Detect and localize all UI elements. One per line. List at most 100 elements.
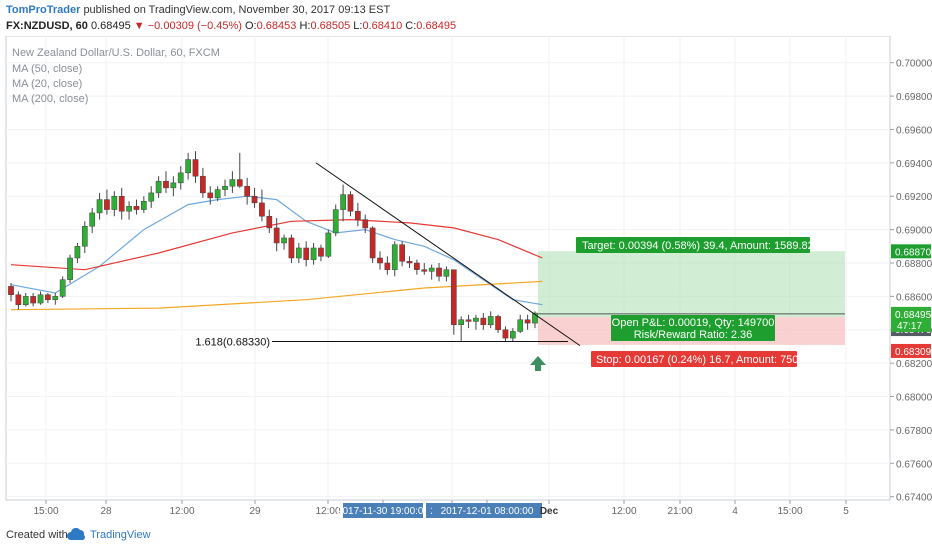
stop-price-tag-text: 0.68309 bbox=[895, 347, 932, 358]
candle-body bbox=[502, 329, 509, 339]
candle-body bbox=[177, 172, 184, 184]
target-price-tag-text: 0.68870 bbox=[895, 247, 932, 258]
candle-body bbox=[362, 219, 369, 229]
legend-title: New Zealand Dollar/U.S. Dollar, 60, FXCM bbox=[12, 47, 220, 59]
candle-body bbox=[52, 296, 59, 300]
open-value: 0.68453 bbox=[256, 20, 297, 32]
candle-body bbox=[89, 212, 96, 227]
candle-body bbox=[140, 200, 147, 210]
candle-body bbox=[170, 182, 177, 189]
tradingview-brand[interactable]: TradingView bbox=[90, 529, 151, 541]
low-label: L: bbox=[353, 20, 363, 32]
candle-body bbox=[185, 159, 191, 174]
target-label-box bbox=[576, 237, 810, 253]
candle-body bbox=[45, 294, 51, 300]
candle-body bbox=[465, 319, 472, 322]
price-tick-label: 0.68600 bbox=[896, 292, 932, 303]
author-link[interactable]: TomProTrader bbox=[6, 4, 81, 16]
candle-body bbox=[200, 175, 206, 194]
time-tick-label: 2017-12-01 08:00:00 bbox=[441, 506, 534, 517]
candle-body bbox=[273, 227, 280, 244]
price-tick-label: 0.68800 bbox=[896, 259, 932, 270]
price-tick-label: 0.69400 bbox=[896, 159, 932, 170]
close-label: C: bbox=[405, 20, 417, 32]
candle-body bbox=[295, 247, 302, 259]
low-value: 0.68410 bbox=[362, 20, 403, 32]
position-labels: Target: 0.00394 (0.58%) 39.4, Amount: 15… bbox=[576, 237, 814, 367]
quote-line: FX:NZDUSD, 60 0.68495 ▼ −0.00309 (−0.45%… bbox=[6, 20, 456, 32]
up-arrow-icon bbox=[530, 356, 546, 371]
candle-body bbox=[163, 180, 169, 189]
candle-body bbox=[303, 247, 310, 260]
drawings: 1.618(0.68330) bbox=[195, 162, 581, 371]
candle-body bbox=[259, 202, 265, 217]
candle-body bbox=[436, 267, 442, 277]
price-tick-label: 0.68000 bbox=[896, 393, 932, 404]
time-tick-label: 12:00 bbox=[315, 506, 340, 517]
price-tick-label: 0.67600 bbox=[896, 459, 932, 470]
time-tick-label: 12:00 bbox=[169, 506, 194, 517]
candle-body bbox=[487, 316, 494, 325]
candle-body bbox=[406, 261, 413, 264]
stop-label-box bbox=[591, 351, 797, 367]
target-label: Target: 0.00394 (0.58%) 39.4, Amount: 15… bbox=[582, 240, 814, 252]
candle-body bbox=[473, 317, 479, 322]
high-label: H: bbox=[299, 20, 311, 32]
candle-body bbox=[355, 211, 361, 220]
stop-price-tag bbox=[891, 343, 931, 358]
candle-body bbox=[458, 319, 465, 325]
time-tick-label: 5 bbox=[843, 506, 849, 517]
candle-body bbox=[509, 331, 516, 339]
time-tick-label: Dec bbox=[540, 506, 559, 517]
legend-ma200: MA (200, close) bbox=[12, 93, 88, 105]
candle-body bbox=[96, 199, 103, 214]
time-tick-label: 21:00 bbox=[667, 506, 692, 517]
candle-body bbox=[369, 227, 376, 259]
ma-line bbox=[10, 280, 543, 311]
candle-body bbox=[214, 189, 221, 199]
candle-body bbox=[347, 194, 354, 212]
legend-ma50: MA (50, close) bbox=[12, 63, 82, 75]
pnl-label-box bbox=[611, 315, 775, 341]
trendline bbox=[315, 162, 581, 347]
symbol: FX:NZDUSD, 60 bbox=[6, 20, 88, 32]
time-tick-label: 28 bbox=[100, 506, 112, 517]
candle-body bbox=[74, 246, 81, 259]
time-tick-label: 29 bbox=[249, 506, 261, 517]
price-axis[interactable]: 0.70000 0.69800 0.69600 0.69400 0.69200 0.690… bbox=[890, 59, 932, 504]
countdown-text: 47:17 bbox=[897, 321, 922, 332]
candle-body bbox=[133, 205, 140, 210]
price-chart[interactable]: 1.618(0.68330) 0.70000 0.69800 0.69600 0.69… bbox=[0, 36, 932, 522]
candle-body bbox=[207, 192, 214, 199]
candle-body bbox=[391, 244, 398, 270]
candle-body bbox=[37, 294, 44, 304]
candle-body bbox=[325, 232, 332, 257]
fib-level-label: 1.618(0.68330) bbox=[195, 336, 270, 348]
candle-body bbox=[22, 296, 29, 305]
candle-body bbox=[192, 159, 199, 177]
candle-body bbox=[332, 209, 339, 234]
candle-body bbox=[8, 286, 14, 295]
price-tick-label: 0.69200 bbox=[896, 192, 932, 203]
last-price: 0.68495 bbox=[90, 20, 131, 32]
published-text: published on TradingView.com, November 3… bbox=[83, 4, 391, 16]
stop-label: Stop: 0.00167 (0.24%) 16.7, Amount: 750 bbox=[596, 354, 798, 366]
candle-body bbox=[81, 226, 88, 247]
current-price-tag bbox=[891, 306, 931, 321]
price-tick-label: 0.69000 bbox=[896, 226, 932, 237]
candle-body bbox=[384, 262, 391, 270]
legend-ma20: MA (20, close) bbox=[12, 78, 82, 90]
legend: New Zealand Dollar/U.S. Dollar, 60, FXCM… bbox=[12, 47, 220, 105]
candle-body bbox=[450, 269, 457, 325]
time-tick-label: 15:00 bbox=[777, 506, 802, 517]
price-tick-label: 0.70000 bbox=[896, 59, 932, 70]
candle-body bbox=[251, 195, 258, 204]
ma-line bbox=[10, 218, 543, 271]
candle-body bbox=[428, 267, 435, 272]
price-change: −0.00309 (−0.45%) bbox=[147, 20, 242, 32]
candle-body bbox=[532, 312, 538, 324]
candle-body bbox=[414, 262, 420, 270]
candle-body bbox=[111, 195, 118, 210]
target-zone bbox=[538, 251, 845, 318]
